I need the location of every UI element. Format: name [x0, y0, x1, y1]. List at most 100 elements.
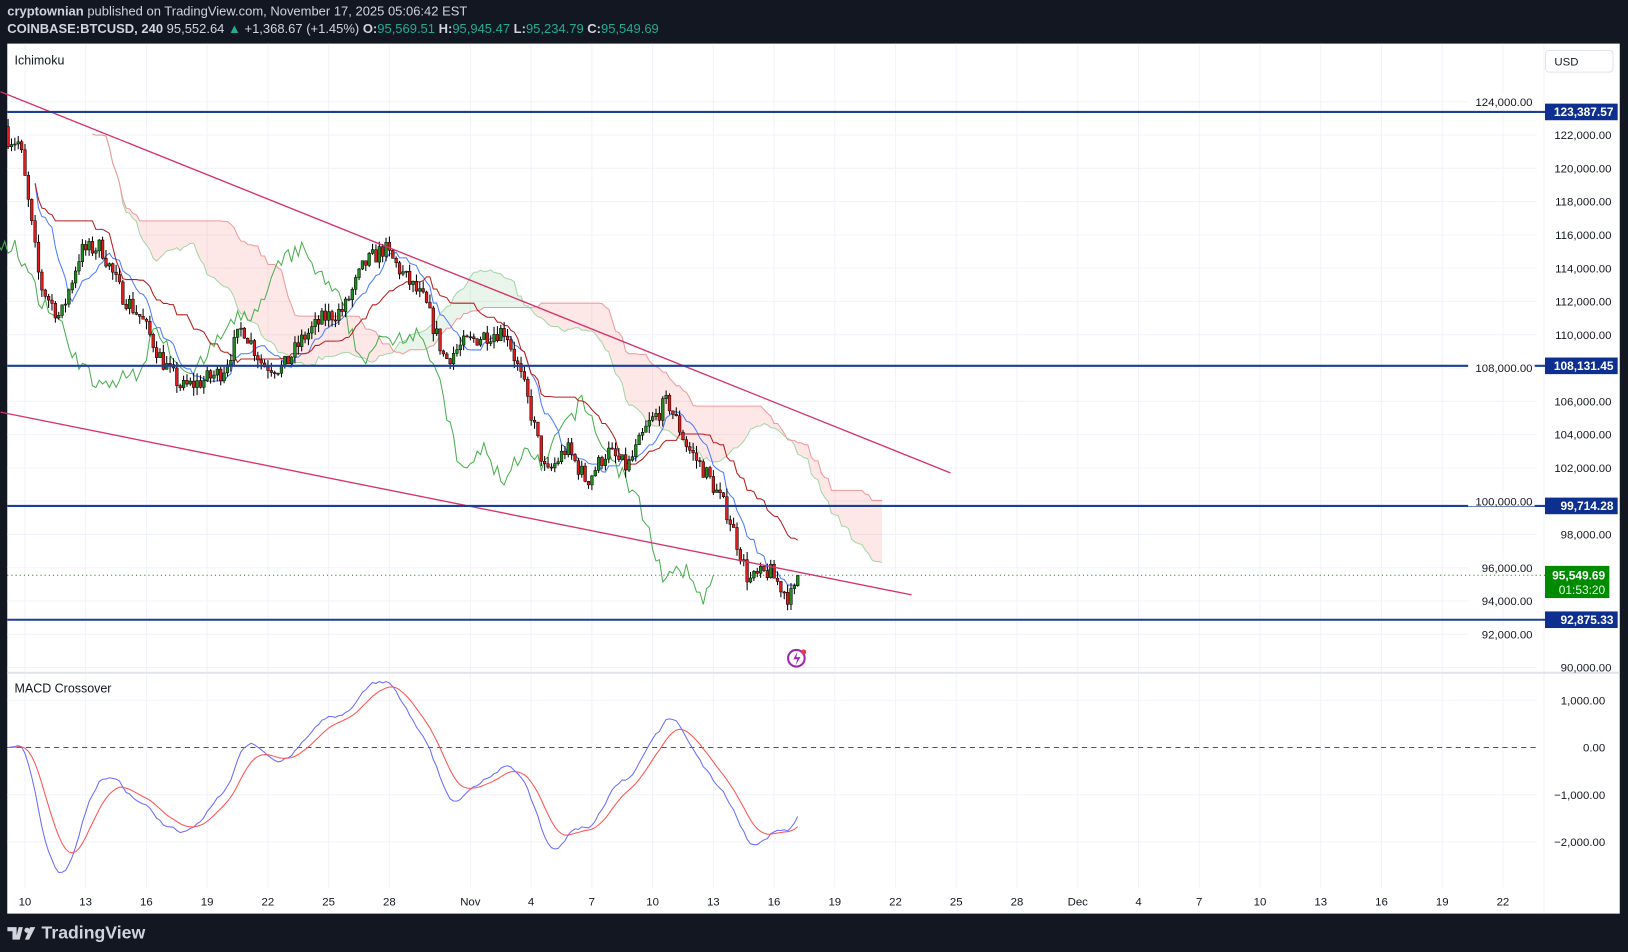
ichimoku-cloud-segment — [176, 220, 181, 251]
candle — [576, 457, 581, 480]
currency-button[interactable]: USD — [1544, 49, 1614, 73]
candle — [478, 336, 483, 347]
candle — [792, 583, 796, 595]
macd-title[interactable]: MACD Crossover — [14, 681, 112, 696]
candle — [610, 442, 614, 450]
ichimoku-cloud-segment — [207, 220, 211, 277]
candle-body — [657, 413, 661, 421]
candle — [529, 389, 533, 426]
candle — [678, 410, 682, 436]
candle-body — [495, 334, 500, 342]
candle — [222, 366, 226, 384]
candle — [252, 338, 257, 362]
ichimoku-cloud-segment — [217, 220, 221, 285]
tradingview-logo[interactable]: TradingView — [7, 923, 145, 944]
candle — [97, 239, 101, 258]
candle — [151, 332, 155, 353]
candle — [195, 373, 199, 396]
open-value: 95,569.51 — [377, 21, 435, 37]
candle-body — [121, 281, 125, 305]
candle-body — [485, 332, 489, 344]
symbol[interactable]: COINBASE:BTCUSD, 240 — [7, 21, 164, 37]
candle — [468, 331, 473, 341]
candle — [556, 457, 560, 466]
time-tick-label: 16 — [1375, 896, 1388, 908]
ichimoku-cloud-segment — [470, 272, 474, 312]
candle-body — [786, 592, 790, 605]
candle — [138, 313, 142, 324]
candle — [50, 294, 54, 311]
ichimoku-cloud-segment — [338, 316, 343, 355]
candle — [681, 429, 685, 441]
candle-body — [684, 439, 688, 447]
ichimoku-cloud-segment — [726, 406, 731, 456]
ichimoku-cloud-segment — [750, 406, 754, 430]
candle-body — [192, 380, 196, 388]
ichimoku-cloud-segment — [871, 500, 876, 562]
candle-body — [408, 270, 412, 285]
price-tick-label-bg — [1468, 559, 1535, 573]
ai-lightning-icon — [787, 648, 807, 668]
candle-body — [53, 303, 57, 319]
candle — [408, 264, 412, 291]
ichimoku-cloud-segment — [865, 493, 869, 554]
candle — [630, 450, 635, 462]
candle — [16, 136, 20, 150]
time-tick-label: 22 — [889, 896, 902, 908]
ichimoku-cloud-segment — [278, 267, 282, 353]
candle — [563, 446, 567, 460]
candle — [688, 442, 692, 454]
candle-body — [185, 380, 189, 385]
candle-body — [242, 327, 246, 339]
candle-body — [630, 456, 635, 461]
candle — [597, 455, 601, 473]
candle-body — [489, 341, 493, 344]
candle-body — [647, 420, 651, 427]
ichimoku-title[interactable]: Ichimoku — [14, 52, 65, 68]
icon-dot — [801, 649, 807, 655]
candle-body — [576, 460, 581, 475]
candle-body — [651, 416, 655, 421]
candle — [80, 239, 84, 268]
candle-body — [617, 455, 621, 460]
candle-body — [549, 466, 554, 469]
candle — [212, 370, 216, 383]
ichimoku-cloud-segment — [453, 292, 457, 324]
open-label: O: — [362, 21, 378, 37]
ichimoku-cloud-segment — [267, 264, 272, 342]
ichimoku-cloud-segment — [868, 494, 872, 560]
candle — [495, 326, 500, 343]
ichimoku-cloud-segment — [487, 269, 491, 308]
candle-body — [16, 141, 20, 145]
candle — [114, 264, 118, 282]
candle-body — [539, 435, 543, 462]
candle-body — [752, 571, 756, 579]
ichimoku-cloud-segment — [767, 413, 771, 428]
ichimoku-cloud-segment — [817, 460, 822, 492]
candle — [532, 416, 537, 429]
candle — [360, 260, 365, 271]
candle — [357, 268, 361, 281]
candle-body — [502, 328, 506, 337]
candle — [23, 144, 27, 176]
candle-body — [154, 347, 159, 358]
candle — [239, 322, 243, 337]
candle-body — [728, 519, 732, 525]
chart-panel[interactable] — [7, 43, 1620, 914]
candle-body — [134, 312, 138, 315]
candle — [438, 328, 442, 355]
author[interactable]: cryptownian — [7, 4, 84, 19]
candle-body — [26, 175, 30, 200]
ichimoku-cloud-segment — [730, 406, 734, 453]
candle-body — [391, 250, 395, 259]
candle — [627, 455, 631, 473]
trendline — [0, 411, 912, 596]
candle — [178, 383, 182, 391]
candle-body — [789, 588, 793, 605]
ichimoku-cloud-segment — [342, 316, 346, 353]
ichimoku-cloud-segment — [240, 241, 245, 314]
candle-body — [252, 340, 257, 356]
high-label: H: — [438, 21, 453, 37]
trendline — [0, 91, 951, 474]
